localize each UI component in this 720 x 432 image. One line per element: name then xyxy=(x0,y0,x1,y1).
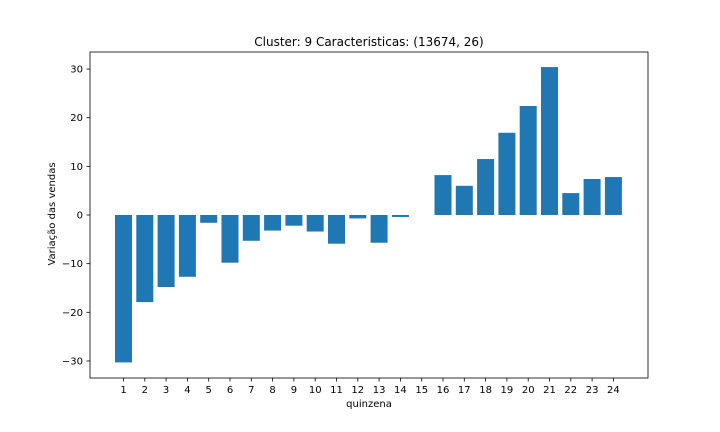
x-tick-label: 21 xyxy=(543,385,556,396)
y-axis: −30 −20 −10 0 10 20 30 xyxy=(62,65,90,367)
y-tick-label: −30 xyxy=(62,356,83,367)
x-tick-label: 18 xyxy=(479,385,492,396)
y-tick-label: 20 xyxy=(70,113,83,124)
x-tick-label: 10 xyxy=(309,385,322,396)
x-tick-label: 2 xyxy=(142,385,148,396)
bar-19 xyxy=(498,132,516,215)
bar-23 xyxy=(583,178,601,215)
x-tick-label: 20 xyxy=(522,385,535,396)
x-tick-label: 12 xyxy=(351,385,364,396)
y-tick-label: −20 xyxy=(62,308,83,319)
x-axis-label: quinzena xyxy=(346,399,392,410)
bar-20 xyxy=(519,106,537,215)
x-tick-label: 13 xyxy=(373,385,386,396)
bar-9 xyxy=(285,215,303,226)
bar-14 xyxy=(391,215,409,217)
bar-13 xyxy=(370,215,388,243)
bar-17 xyxy=(455,185,473,215)
x-tick-label: 4 xyxy=(184,385,190,396)
x-tick-label: 14 xyxy=(394,385,407,396)
y-tick-label: 10 xyxy=(70,162,83,173)
x-tick-label: 1 xyxy=(120,385,126,396)
x-tick-label: 15 xyxy=(415,385,428,396)
bar-18 xyxy=(477,159,495,215)
y-tick-label: 0 xyxy=(77,211,83,222)
x-axis: 1 2 3 4 5 6 7 8 9 10 11 12 13 14 15 16 17 18 19 20 21 22 23 24 xyxy=(120,378,620,396)
bar-3 xyxy=(157,215,175,288)
bar-6 xyxy=(221,215,239,263)
x-tick-label: 16 xyxy=(437,385,450,396)
bar-21 xyxy=(541,67,558,215)
bars-group xyxy=(115,67,622,363)
bar-12 xyxy=(349,215,367,219)
bar-2 xyxy=(136,215,154,303)
bar-10 xyxy=(306,215,324,232)
bar-16 xyxy=(434,175,452,215)
x-tick-label: 11 xyxy=(330,385,343,396)
x-tick-label: 17 xyxy=(458,385,471,396)
x-tick-label: 22 xyxy=(564,385,577,396)
x-tick-label: 3 xyxy=(163,385,169,396)
x-tick-label: 5 xyxy=(206,385,212,396)
bar-4 xyxy=(178,215,196,277)
bar-8 xyxy=(264,215,282,231)
y-axis-label: Variação das vendas xyxy=(47,162,58,265)
x-tick-label: 24 xyxy=(607,385,620,396)
bar-11 xyxy=(328,215,345,244)
bar-7 xyxy=(242,215,260,241)
x-tick-label: 9 xyxy=(291,385,297,396)
chart-title: Cluster: 9 Caracteristicas: (13674, 26) xyxy=(254,35,483,49)
bar-22 xyxy=(562,193,580,215)
bar-24 xyxy=(604,177,622,215)
x-tick-label: 19 xyxy=(501,385,514,396)
x-tick-label: 8 xyxy=(269,385,275,396)
bar-5 xyxy=(200,215,218,223)
x-tick-label: 6 xyxy=(227,385,233,396)
x-tick-label: 7 xyxy=(248,385,254,396)
x-tick-label: 23 xyxy=(586,385,599,396)
y-tick-label: 30 xyxy=(70,65,83,76)
bar-1 xyxy=(115,215,132,363)
y-tick-label: −10 xyxy=(62,259,83,270)
